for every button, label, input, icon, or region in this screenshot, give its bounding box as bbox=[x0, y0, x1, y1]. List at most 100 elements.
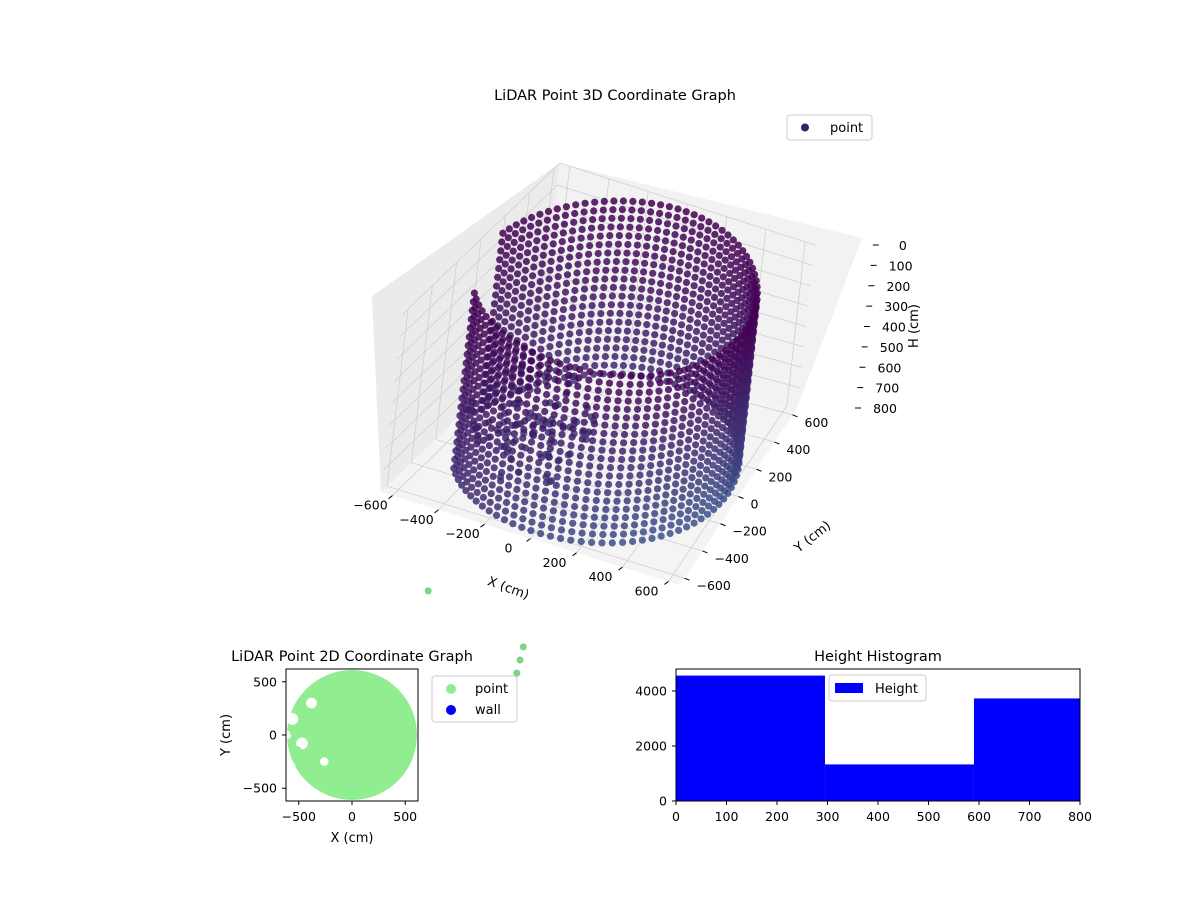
point-3d bbox=[713, 473, 721, 481]
point-3d bbox=[472, 400, 480, 408]
point-3d bbox=[478, 396, 486, 405]
point-3d bbox=[680, 406, 688, 414]
point-3d bbox=[656, 288, 664, 296]
point-3d bbox=[560, 220, 569, 228]
point-3d bbox=[715, 251, 723, 260]
point-3d bbox=[666, 369, 675, 377]
point-3d bbox=[581, 504, 589, 512]
point-3d bbox=[498, 329, 507, 337]
point-3d bbox=[523, 249, 532, 257]
point-3d bbox=[642, 503, 650, 511]
point-3d bbox=[716, 298, 725, 306]
point-3d bbox=[652, 501, 660, 509]
point-3d bbox=[566, 363, 574, 371]
point-3d bbox=[630, 439, 638, 447]
point-3d bbox=[653, 235, 661, 243]
point-3d bbox=[720, 264, 728, 273]
point-3d bbox=[493, 372, 502, 381]
point-3d bbox=[646, 295, 654, 303]
point-3d bbox=[729, 236, 738, 244]
point-3d bbox=[502, 251, 510, 259]
point-3d bbox=[478, 307, 486, 315]
point-3d bbox=[582, 495, 590, 504]
point-3d bbox=[566, 450, 574, 458]
point-3d bbox=[683, 523, 691, 531]
point-3d bbox=[589, 522, 598, 530]
point-3d bbox=[728, 342, 736, 350]
point-3d bbox=[567, 536, 575, 544]
point-3d bbox=[502, 425, 511, 433]
point-3d bbox=[603, 258, 611, 266]
point-3d bbox=[713, 268, 722, 276]
point-3d bbox=[707, 425, 715, 433]
point-3d bbox=[659, 333, 668, 341]
point-3d bbox=[611, 266, 620, 274]
point-3d bbox=[680, 477, 688, 485]
point-3d bbox=[690, 282, 698, 290]
point-3d bbox=[557, 526, 566, 534]
point-3d bbox=[667, 265, 675, 273]
point-3d bbox=[710, 302, 718, 310]
point-3d bbox=[600, 522, 608, 530]
point-3d bbox=[520, 506, 528, 514]
point-3d bbox=[639, 446, 647, 454]
side-gridline bbox=[401, 162, 561, 316]
point-3d bbox=[532, 484, 540, 492]
point-3d bbox=[499, 229, 507, 237]
point-3d bbox=[627, 464, 635, 472]
point-3d bbox=[681, 398, 689, 406]
point-3d bbox=[685, 498, 693, 506]
chart-3d-title: LiDAR Point 3D Coordinate Graph bbox=[494, 88, 736, 104]
point-3d bbox=[569, 304, 577, 312]
point-3d bbox=[633, 405, 642, 413]
point-3d bbox=[598, 446, 606, 454]
point-3d bbox=[556, 360, 564, 368]
point-3d bbox=[554, 349, 562, 357]
point-3d bbox=[662, 228, 671, 236]
point-3d bbox=[660, 324, 668, 332]
point-3d bbox=[642, 413, 651, 421]
point-3d bbox=[673, 284, 682, 292]
z-tick-label: 600 bbox=[878, 360, 902, 375]
point-3d bbox=[674, 276, 683, 284]
point-3d bbox=[724, 286, 732, 294]
point-3d bbox=[706, 335, 714, 343]
point-3d bbox=[547, 257, 555, 265]
x-tick-label: 600 bbox=[635, 583, 659, 598]
point-3d bbox=[621, 513, 630, 522]
point-3d bbox=[580, 418, 588, 426]
point-3d bbox=[565, 458, 573, 466]
point-3d bbox=[693, 362, 701, 370]
point-3d bbox=[709, 461, 717, 469]
point-3d bbox=[485, 336, 493, 344]
point-3d bbox=[538, 336, 546, 344]
point-3d bbox=[536, 361, 545, 369]
point-3d bbox=[610, 361, 618, 369]
point-3d bbox=[490, 398, 499, 406]
point-3d bbox=[709, 247, 717, 255]
point-3d bbox=[534, 295, 542, 303]
y-tick-mark bbox=[720, 523, 726, 527]
point-3d bbox=[617, 464, 625, 472]
histogram-bar bbox=[824, 764, 974, 801]
point-3d bbox=[497, 477, 505, 485]
point-3d bbox=[609, 530, 617, 539]
point-3d bbox=[546, 532, 555, 540]
point-3d bbox=[566, 253, 574, 261]
point-3d bbox=[523, 316, 532, 324]
point-3d bbox=[670, 417, 678, 425]
point-3d bbox=[594, 336, 602, 344]
point-3d bbox=[513, 270, 522, 278]
point-3d bbox=[537, 345, 545, 353]
point-3d bbox=[521, 266, 530, 274]
point-3d bbox=[589, 216, 597, 224]
point-3d bbox=[536, 210, 544, 218]
point-3d bbox=[591, 275, 599, 284]
point-3d bbox=[681, 287, 690, 295]
point-3d bbox=[477, 454, 485, 462]
point-3d bbox=[684, 506, 693, 515]
point-3d bbox=[544, 462, 553, 470]
y-tick-mark bbox=[756, 468, 762, 472]
point-3d bbox=[632, 504, 640, 512]
point-3d bbox=[524, 240, 533, 248]
